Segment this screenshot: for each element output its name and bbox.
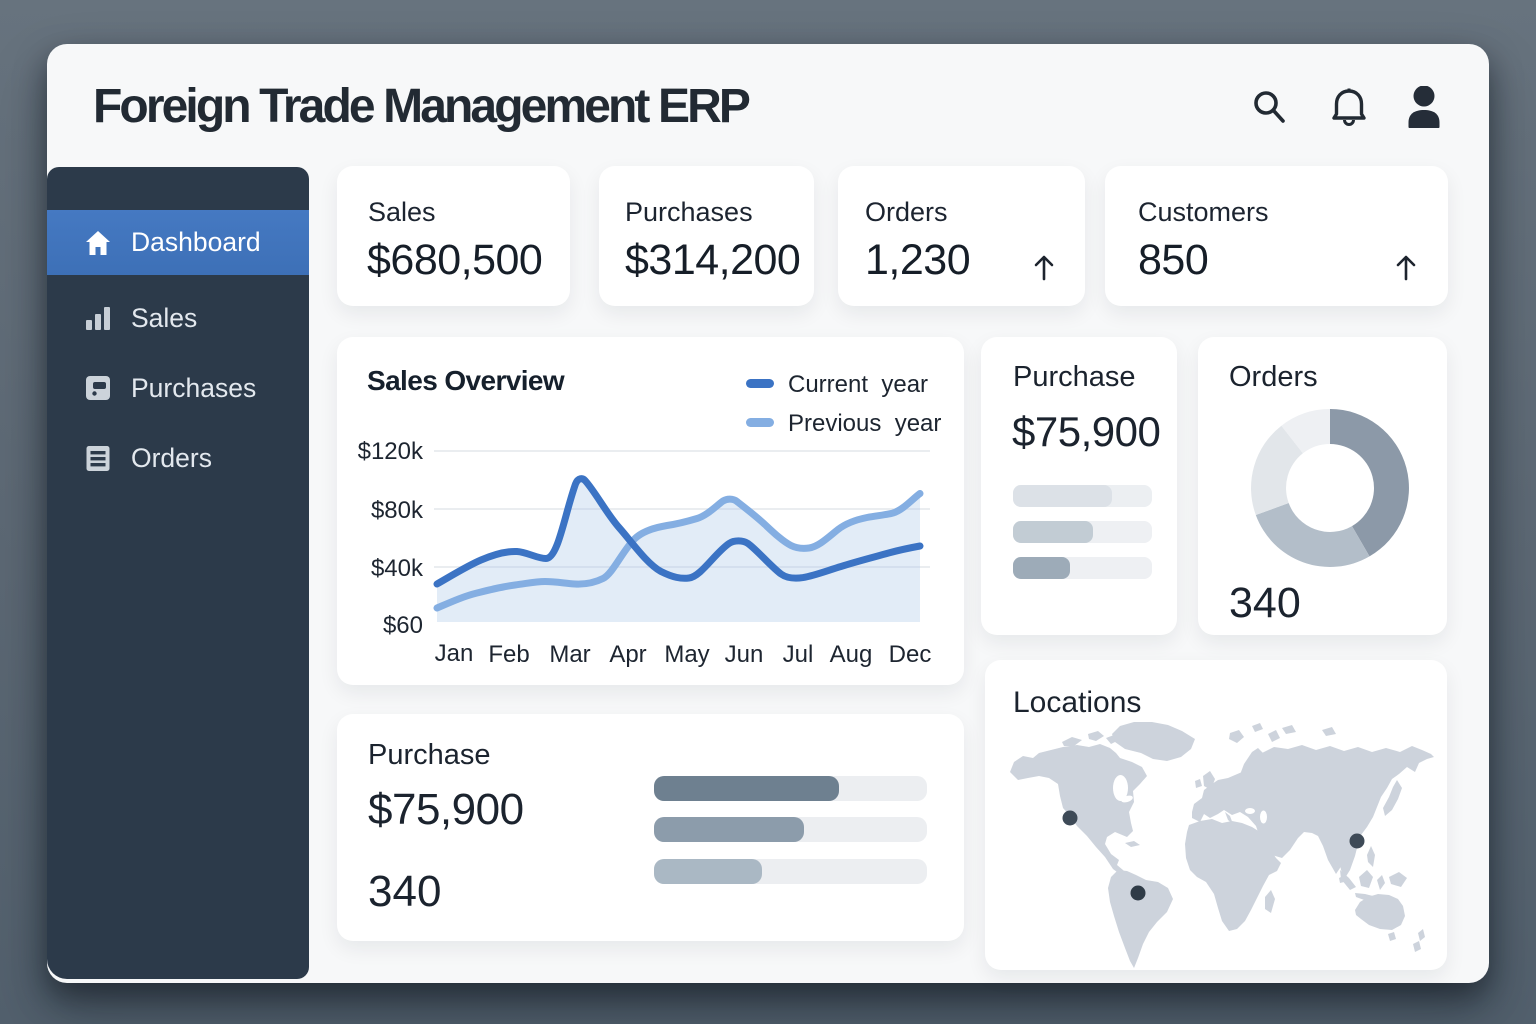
svg-text:Previous year: Previous year <box>788 410 941 437</box>
svg-text:Mar: Mar <box>549 641 590 668</box>
svg-text:Dec: Dec <box>889 641 932 668</box>
svg-text:Jan: Jan <box>435 640 474 667</box>
svg-text:Current year: Current year <box>788 371 928 398</box>
svg-text:Feb: Feb <box>488 641 529 668</box>
svg-text:$60: $60 <box>383 612 423 639</box>
svg-text:Jul: Jul <box>783 641 814 668</box>
svg-text:$80k: $80k <box>371 497 424 524</box>
svg-text:May: May <box>664 641 709 668</box>
svg-text:Apr: Apr <box>609 641 646 668</box>
svg-text:$120k: $120k <box>358 438 424 465</box>
svg-text:$40k: $40k <box>371 555 424 582</box>
svg-text:Aug: Aug <box>830 641 873 668</box>
svg-text:Jun: Jun <box>725 641 764 668</box>
